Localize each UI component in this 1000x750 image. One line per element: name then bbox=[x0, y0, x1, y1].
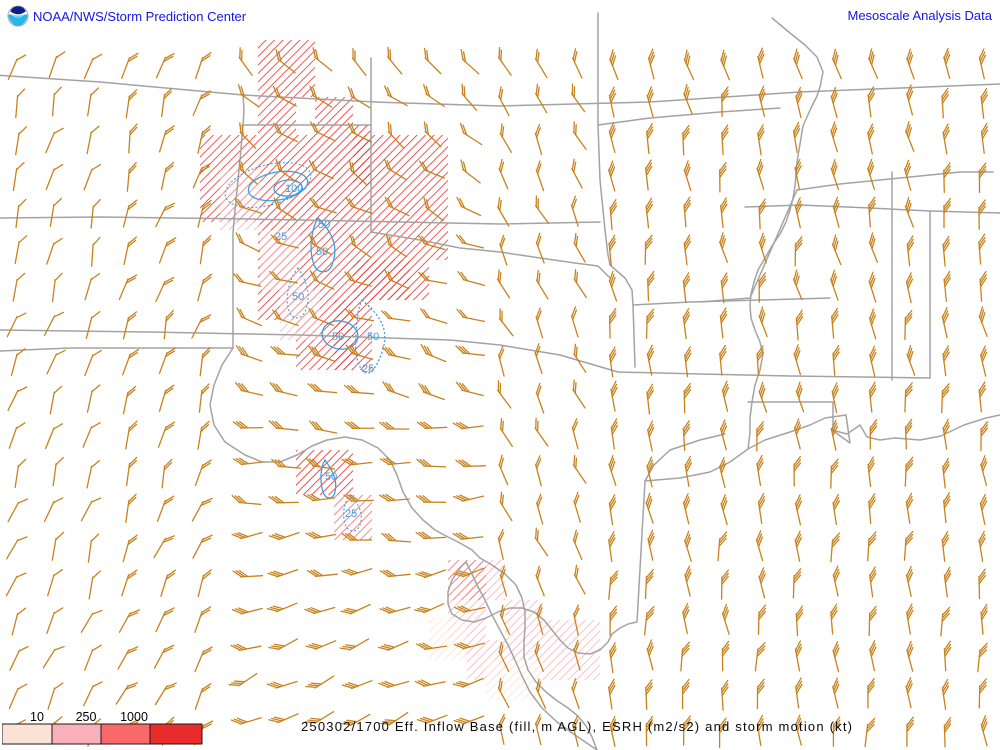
svg-text:10: 10 bbox=[30, 711, 44, 724]
svg-text:50: 50 bbox=[325, 471, 337, 483]
svg-text:25: 25 bbox=[345, 508, 357, 520]
svg-text:250: 250 bbox=[76, 711, 97, 724]
svg-text:1000: 1000 bbox=[120, 711, 148, 724]
svg-text:25: 25 bbox=[362, 363, 374, 375]
svg-text:100: 100 bbox=[285, 183, 303, 195]
svg-text:50: 50 bbox=[367, 331, 379, 343]
svg-text:50: 50 bbox=[292, 291, 304, 303]
svg-text:50: 50 bbox=[332, 331, 344, 343]
